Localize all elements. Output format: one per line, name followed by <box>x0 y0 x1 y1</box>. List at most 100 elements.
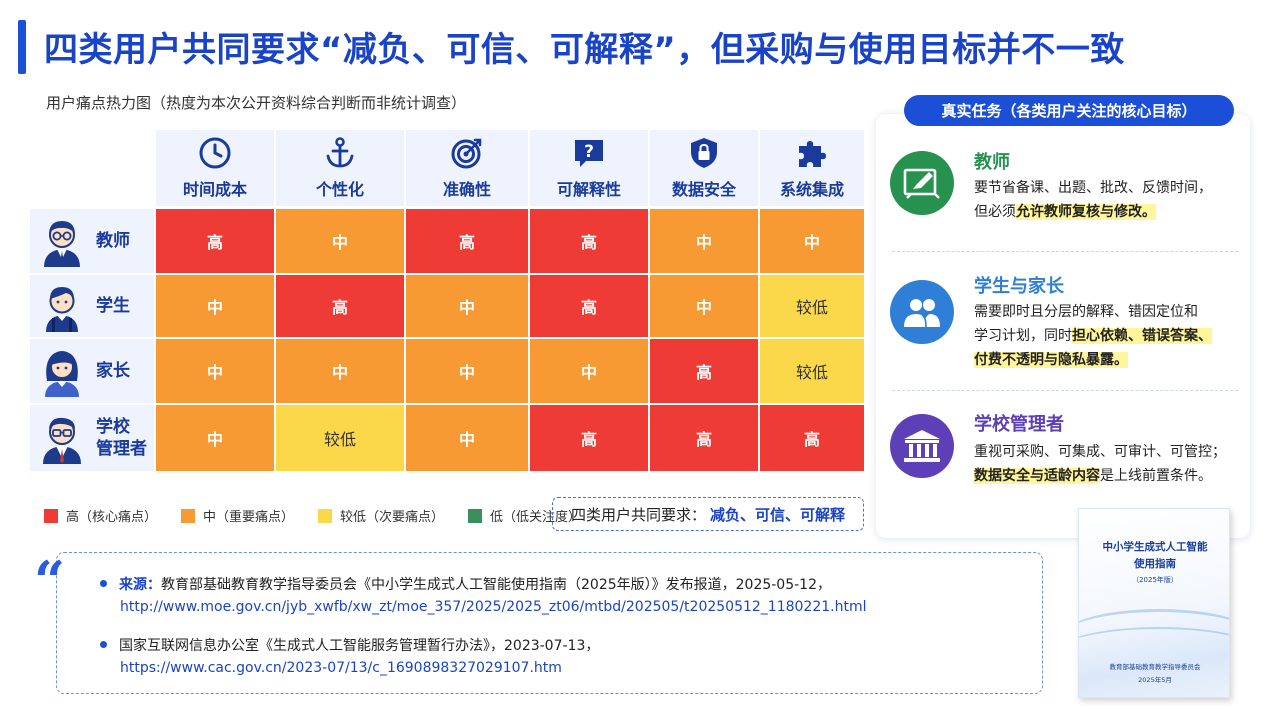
heat-cell: 中 <box>406 275 528 337</box>
column-header-system-integration: 系统集成 <box>760 130 864 206</box>
title-accent-bar <box>18 20 26 74</box>
desc-highlight: 担心依赖、错误答案、 <box>1072 328 1212 344</box>
booklet-date: 2025年5月 <box>1138 676 1172 684</box>
whiteboard-pen-icon <box>890 151 954 215</box>
role-name: 学生与家长 <box>974 276 1064 297</box>
teacher-avatar-icon <box>44 221 80 267</box>
column-header-data-security: 数据安全 <box>650 130 758 206</box>
column-label: 可解释性 <box>556 180 621 199</box>
role-name: 学校管理者 <box>974 414 1064 435</box>
heat-cell: 高 <box>276 275 404 337</box>
heat-cell: 中 <box>156 339 274 403</box>
admin-avatar-icon <box>43 417 81 464</box>
heat-cell: 中 <box>156 405 274 471</box>
booklet-edition: （2025年版） <box>1132 576 1178 584</box>
column-label: 数据安全 <box>671 180 736 199</box>
people-icon <box>890 280 954 344</box>
heat-cell: 中 <box>650 275 758 337</box>
heat-cell: 高 <box>156 209 274 273</box>
heat-cell: 中 <box>406 339 528 403</box>
clock-icon <box>198 136 232 170</box>
source-item: 来源：教育部基础教育教学指导委员会《中小学生成式人工智能使用指南（2025年版）… <box>100 574 831 594</box>
legend-swatch-low <box>318 508 333 523</box>
row-label-line1: 学校 <box>96 417 130 437</box>
source-text: 教育部基础教育教学指导委员会《中小学生成式人工智能使用指南（2025年版）》发布… <box>161 577 831 593</box>
heat-cell: 较低 <box>760 275 864 337</box>
heat-cell: 高 <box>530 275 648 337</box>
institution-icon <box>890 414 954 478</box>
column-label: 时间成本 <box>182 180 247 199</box>
row-label: 家长 <box>96 361 130 381</box>
question-bubble-icon: ? <box>572 136 606 170</box>
role-card-teacher: 教师 要节省备课、出题、批改、反馈时间， 但必须允许教师复核与修改。 <box>888 148 1242 248</box>
heat-cell: 中 <box>276 209 404 273</box>
requirement-emphasis: 减负、可信、可解释 <box>710 505 846 524</box>
source-link[interactable]: http://www.moe.gov.cn/jyb_xwfb/xw_zt/moe… <box>120 599 867 615</box>
row-header-parent: 家长 <box>30 339 154 403</box>
role-description: 要节省备课、出题、批改、反馈时间， 但必须允许教师复核与修改。 <box>974 176 1256 224</box>
source-link[interactable]: https://www.cac.gov.cn/2023-07/13/c_1690… <box>120 660 562 676</box>
anchor-icon <box>323 136 357 170</box>
desc-line: 需要即时且分层的解释、错因定位和 <box>974 304 1198 320</box>
desc-highlight: 允许教师复核与修改。 <box>1016 204 1156 220</box>
bullet-icon <box>100 579 107 587</box>
heatmap-legend: 高（核心痛点） 中（重要痛点） 较低（次要痛点） 低（低关注度） <box>44 506 605 525</box>
legend-swatch-mid <box>181 508 196 523</box>
divider <box>892 390 1238 391</box>
bullet-icon <box>100 640 107 648</box>
role-card-school-admin: 学校管理者 重视可采购、可集成、可审计、可管控； 数据安全与适龄内容是上线前置条… <box>888 410 1242 510</box>
column-label: 个性化 <box>315 180 364 199</box>
cover-wave <box>1079 627 1229 687</box>
heat-cell: 较低 <box>276 405 404 471</box>
legend-item-low: 较低（次要痛点） <box>318 506 444 525</box>
role-name: 教师 <box>974 152 1010 173</box>
heat-cell: 中 <box>406 405 528 471</box>
column-header-time-cost: 时间成本 <box>156 130 274 206</box>
heatmap-caption: 用户痛点热力图（热度为本次公开资料综合判断而非统计调查） <box>46 94 467 112</box>
legend-label: 中（重要痛点） <box>203 510 295 525</box>
common-requirement-box: 四类用户共同要求： 减负、可信、可解释 <box>552 497 864 531</box>
desc-text: 但必须 <box>974 204 1016 220</box>
source-text: 国家互联网信息办公室《生成式人工智能服务管理暂行办法》，2023-07-13， <box>119 638 600 654</box>
row-label: 学生 <box>96 296 130 316</box>
desc-line: 要节省备课、出题、批改、反馈时间， <box>974 180 1212 196</box>
panel-tag: 真实任务（各类用户关注的核心目标） <box>904 95 1234 126</box>
source-label: 来源： <box>119 577 161 593</box>
role-description: 需要即时且分层的解释、错因定位和 学习计划，同时担心依赖、错误答案、 付费不透明… <box>974 300 1256 372</box>
heat-cell: 中 <box>650 209 758 273</box>
legend-swatch-high <box>44 508 58 523</box>
puzzle-icon <box>795 136 829 170</box>
parent-avatar-icon <box>45 351 79 397</box>
heat-cell: 高 <box>650 405 758 471</box>
desc-text: 学习计划，同时 <box>974 328 1072 344</box>
booklet-title-line2: 使用指南 <box>1134 558 1176 570</box>
heat-cell: 中 <box>760 209 864 273</box>
legend-item-mid: 中（重要痛点） <box>181 506 294 525</box>
legend-label: 高（核心痛点） <box>66 510 158 525</box>
role-description: 重视可采购、可集成、可审计、可管控； 数据安全与适龄内容是上线前置条件。 <box>974 440 1256 488</box>
guide-booklet-cover: 中小学生成式人工智能 使用指南 （2025年版） 教育部基础教育教学指导委员会 … <box>1078 508 1230 698</box>
role-card-students-parents: 学生与家长 需要即时且分层的解释、错因定位和 学习计划，同时担心依赖、错误答案、… <box>888 272 1242 382</box>
heat-cell: 高 <box>406 209 528 273</box>
column-header-explainability: ? 可解释性 <box>530 130 648 206</box>
page-title: 四类用户共同要求“减负、可信、可解释”，但采购与使用目标并不一致 <box>44 30 1125 70</box>
heat-cell: 中 <box>156 275 274 337</box>
sources-box <box>56 552 1043 694</box>
target-icon <box>450 136 484 170</box>
heat-cell: 中 <box>530 339 648 403</box>
heat-cell: 高 <box>530 405 648 471</box>
heat-cell: 高 <box>760 405 864 471</box>
booklet-publisher: 教育部基础教育教学指导委员会 <box>1109 663 1201 671</box>
source-item: 国家互联网信息办公室《生成式人工智能服务管理暂行办法》，2023-07-13， <box>100 635 599 655</box>
heat-cell: 中 <box>276 339 404 403</box>
quote-mark-icon: “ <box>34 549 66 613</box>
column-header-personalization: 个性化 <box>276 130 404 206</box>
row-header-school-admin: 学校 管理者 <box>30 405 154 471</box>
legend-item-high: 高（核心痛点） <box>44 506 157 525</box>
column-label: 系统集成 <box>779 180 844 199</box>
legend-swatch-lowest <box>468 508 483 523</box>
heat-cell: 高 <box>530 209 648 273</box>
desc-highlight: 付费不透明与隐私暴露。 <box>974 352 1128 368</box>
row-label: 教师 <box>96 231 130 251</box>
shield-lock-icon <box>687 136 721 170</box>
